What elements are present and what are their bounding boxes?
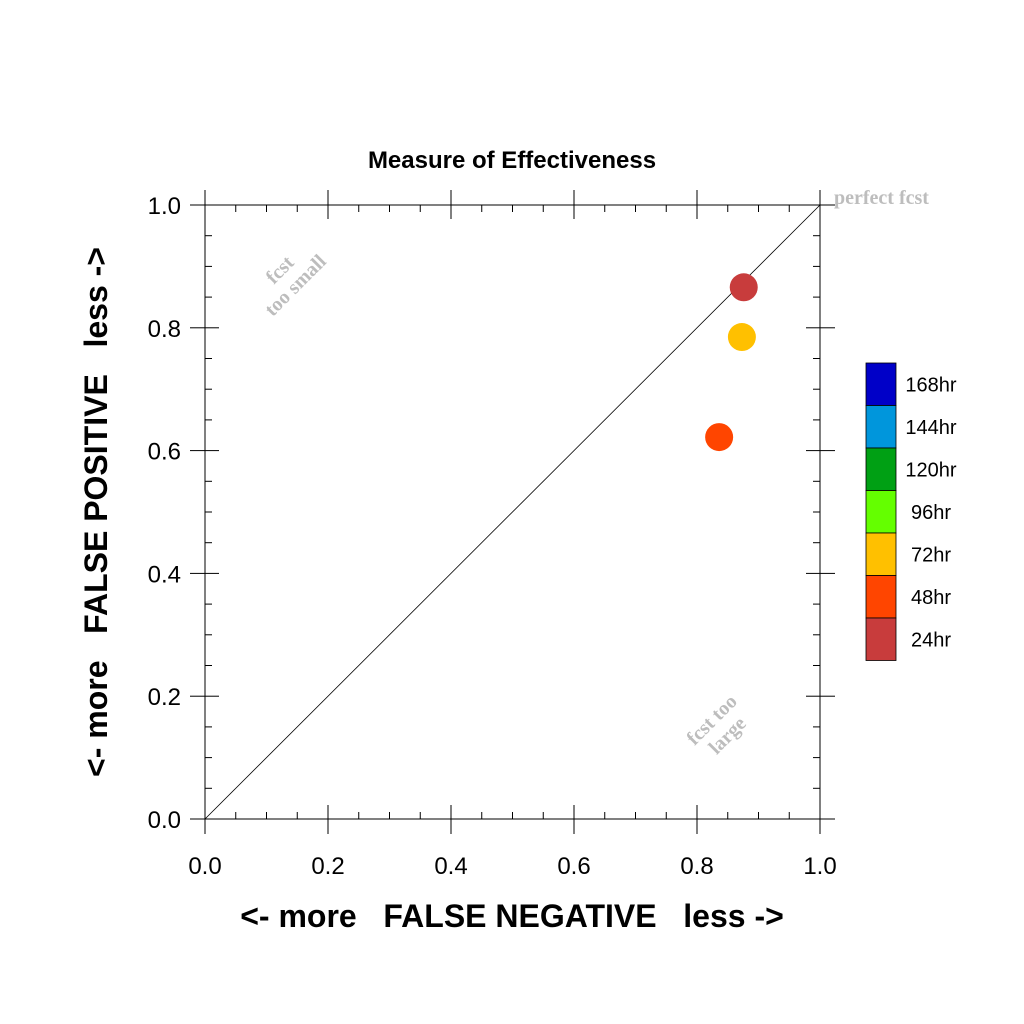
- legend-swatch-168hr: [865, 362, 897, 406]
- legend-swatch-72hr: [865, 532, 897, 576]
- point-72hr: [727, 323, 756, 352]
- legend-swatch-48hr: [865, 575, 897, 619]
- y-axis-label: <- more FALSE POSITIVE less ->: [78, 247, 114, 777]
- legend-label-144hr: 144hr: [905, 417, 956, 439]
- legend-swatch-120hr: [865, 447, 897, 491]
- x-tick-label: 0.6: [557, 853, 590, 880]
- point-48hr: [705, 423, 734, 452]
- legend-label-96hr: 96hr: [911, 502, 951, 524]
- legend-label-72hr: 72hr: [911, 544, 951, 566]
- svg-text:too small: too small: [261, 250, 331, 320]
- legend-swatch-96hr: [865, 490, 897, 534]
- legend-swatch-24hr: [865, 617, 897, 661]
- annotation-fcst-too-large: fcst too large: [683, 691, 751, 759]
- legend-swatch-144hr: [865, 405, 897, 449]
- x-tick-label: 1.0: [803, 853, 836, 880]
- annotation-fcst-too-small: fcst too small: [261, 250, 331, 320]
- legend-label-48hr: 48hr: [911, 587, 951, 609]
- x-tick-label: 0.2: [311, 853, 344, 880]
- y-tick-label: 0.6: [148, 439, 181, 466]
- x-axis-label: <- more FALSE NEGATIVE less ->: [240, 898, 784, 934]
- legend: 168hr 144hr 120hr 96hr 72hr 48hr 24hr: [865, 362, 957, 661]
- annotation-perfect-fcst: perfect fcst: [834, 187, 929, 209]
- chart-title: Measure of Effectiveness: [368, 147, 656, 174]
- x-tick-label: 0.8: [680, 853, 713, 880]
- x-tick-label: 0.4: [434, 853, 467, 880]
- perfect-forecast-diagonal: [204, 204, 821, 820]
- y-tick-label: 1.0: [148, 193, 181, 220]
- y-tick-label: 0.4: [148, 561, 181, 588]
- data-points: [705, 273, 758, 452]
- axis-ticks: [190, 190, 835, 834]
- legend-label-24hr: 24hr: [911, 629, 951, 651]
- y-tick-label: 0.2: [148, 684, 181, 711]
- legend-label-120hr: 120hr: [905, 459, 956, 481]
- legend-label-168hr: 168hr: [905, 374, 956, 396]
- point-24hr: [729, 273, 758, 302]
- y-tick-label: 0.0: [148, 807, 181, 834]
- axis-tick-labels: 0.0 0.2 0.4 0.6 0.8 1.0 0.0 0.2 0.4 0.6 0.8 1.0: [148, 193, 837, 880]
- y-tick-label: 0.8: [148, 316, 181, 343]
- x-tick-label: 0.0: [188, 853, 221, 880]
